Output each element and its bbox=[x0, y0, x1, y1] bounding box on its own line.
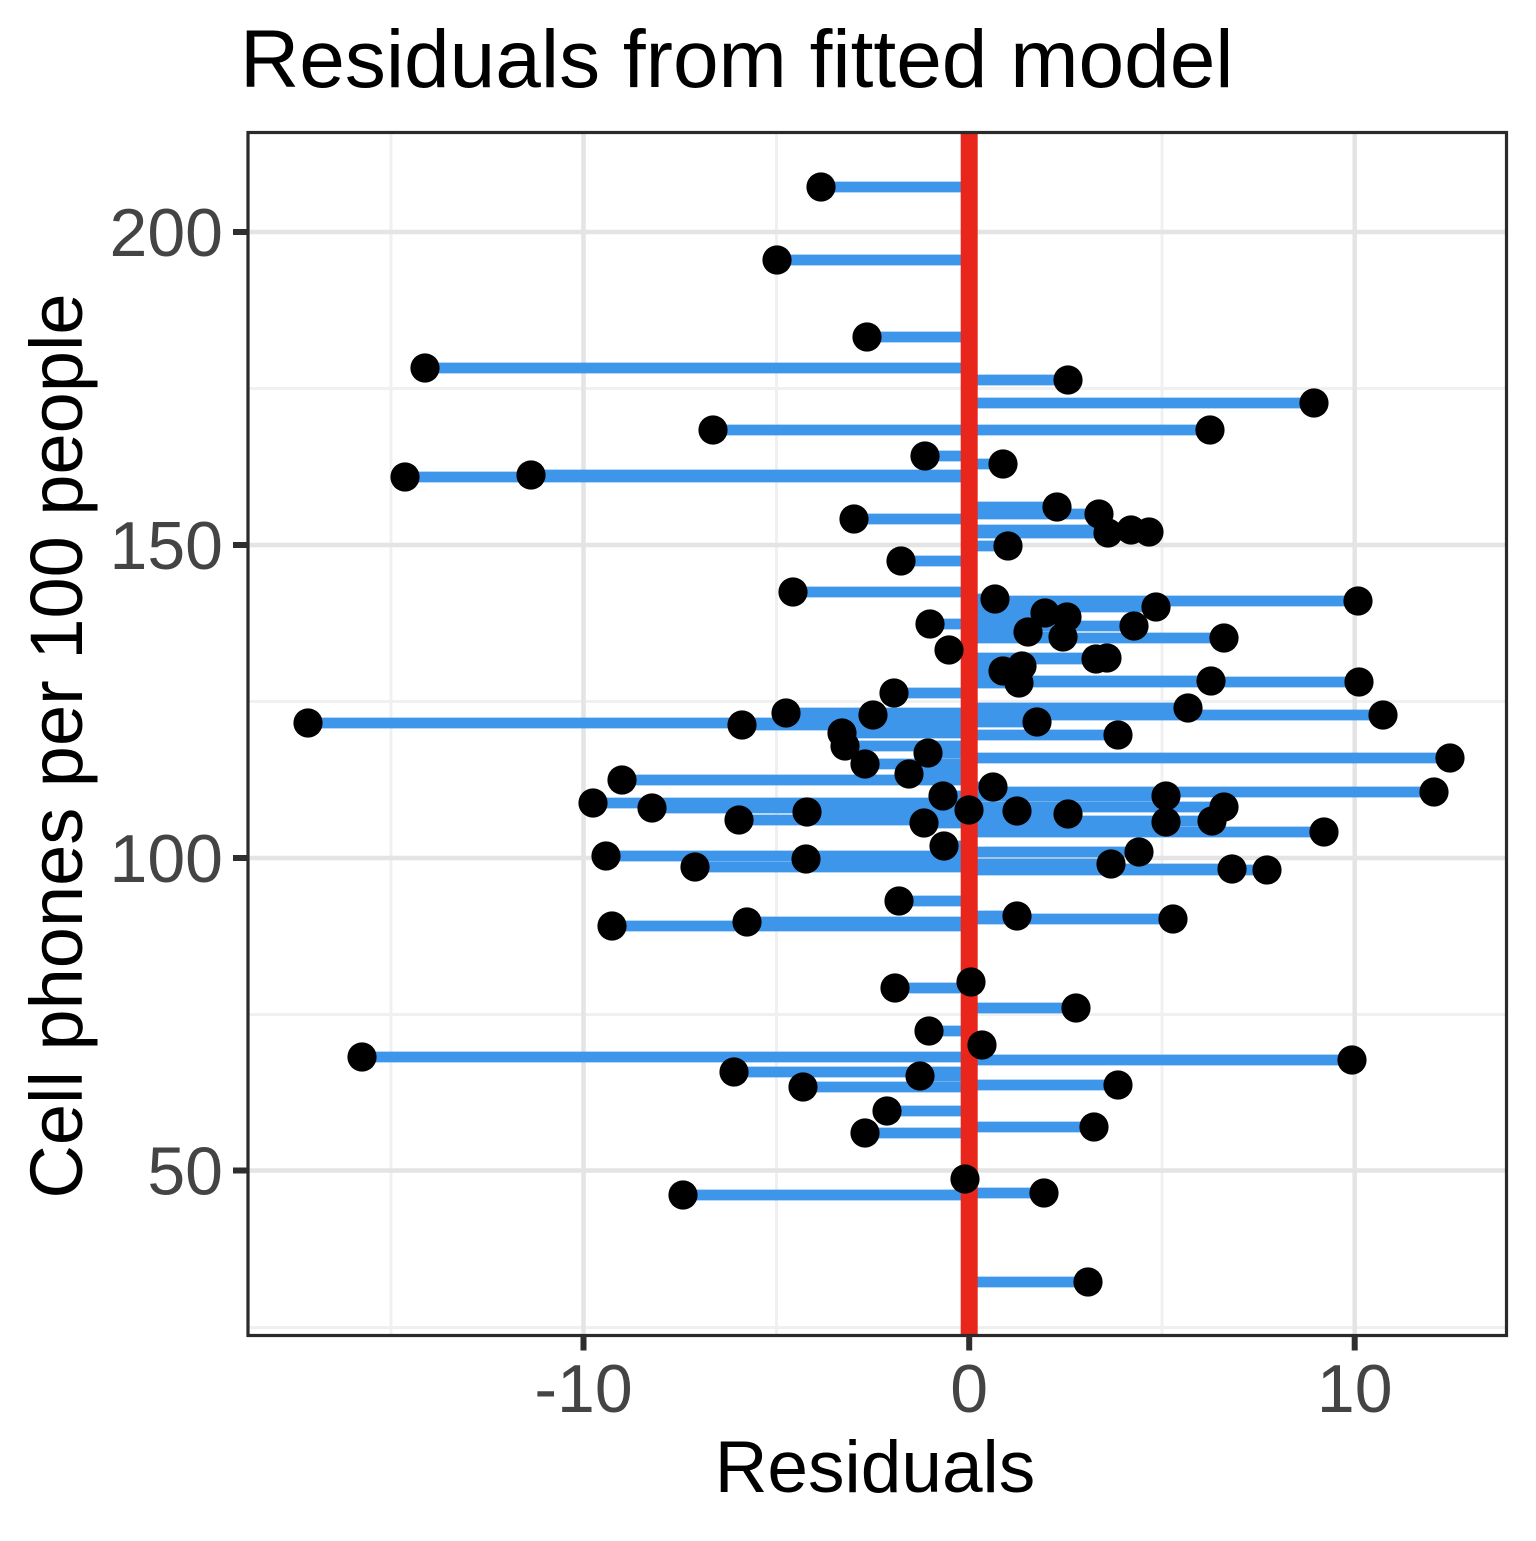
svg-text:0: 0 bbox=[950, 1351, 988, 1427]
svg-text:10: 10 bbox=[1317, 1351, 1393, 1427]
svg-text:Cell phones per 100 people: Cell phones per 100 people bbox=[15, 293, 98, 1198]
svg-text:200: 200 bbox=[110, 195, 223, 271]
svg-text:-10: -10 bbox=[534, 1351, 632, 1427]
svg-text:Residuals: Residuals bbox=[715, 1427, 1036, 1508]
svg-text:150: 150 bbox=[110, 508, 223, 584]
svg-text:50: 50 bbox=[147, 1134, 223, 1210]
svg-text:100: 100 bbox=[110, 821, 223, 897]
svg-text:Residuals from fitted model: Residuals from fitted model bbox=[240, 14, 1234, 105]
